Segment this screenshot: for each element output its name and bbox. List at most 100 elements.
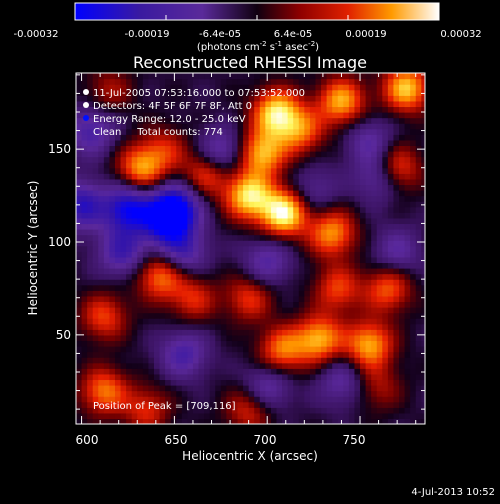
heatmap-cell [304, 318, 311, 325]
heatmap-cell [165, 334, 172, 342]
heatmap-cell [304, 100, 311, 108]
heatmap-cell [231, 323, 239, 330]
heatmap-cell [337, 262, 344, 269]
heatmap-cell [248, 256, 255, 264]
heatmap-cell [176, 212, 183, 219]
heatmap-cell [399, 217, 406, 225]
heatmap-cell [265, 407, 272, 414]
heatmap-cell [282, 106, 289, 113]
heatmap-cell [109, 312, 116, 319]
heatmap-cell [181, 195, 188, 202]
heatmap-cell [98, 145, 105, 152]
heatmap-cell [410, 190, 417, 197]
heatmap-cell [293, 167, 300, 174]
heatmap-cell [404, 340, 411, 347]
heatmap-cell [237, 139, 244, 147]
heatmap-cell [170, 262, 177, 269]
heatmap-cell [198, 162, 205, 169]
heatmap-cell [226, 290, 233, 297]
heatmap-cell [220, 295, 227, 303]
y-axis-title: Heliocentric Y (arcsec) [26, 181, 40, 316]
heatmap-cell [153, 245, 161, 252]
heatmap-cell [165, 323, 172, 330]
heatmap-cell [170, 73, 177, 80]
heatmap-cell [354, 173, 361, 180]
heatmap-cell [226, 201, 233, 208]
heatmap-cell [304, 184, 311, 191]
heatmap-cell [293, 128, 300, 135]
heatmap-cell [137, 279, 144, 286]
heatmap-cell [287, 346, 294, 353]
heatmap-cell [226, 240, 233, 247]
heatmap-cell [315, 251, 322, 258]
heatmap-cell [109, 301, 116, 308]
heatmap-cell [137, 139, 144, 147]
heatmap-cell [153, 290, 161, 297]
heatmap-cell [165, 268, 172, 275]
heatmap-cell [326, 390, 333, 397]
heatmap-cell [337, 84, 344, 91]
heatmap-cell [259, 89, 266, 96]
heatmap-cell [231, 290, 239, 297]
heatmap-cell [237, 351, 244, 358]
heatmap-cell [137, 95, 144, 102]
heatmap-cell [343, 284, 350, 291]
heatmap-cell [165, 184, 172, 191]
heatmap-cell [287, 251, 294, 258]
heatmap-cell [120, 112, 127, 119]
heatmap-cell [365, 195, 372, 202]
heatmap-cell [326, 167, 333, 174]
heatmap-cell [376, 178, 383, 186]
heatmap-cell [142, 346, 149, 353]
heatmap-cell [321, 368, 328, 375]
heatmap-cell [220, 217, 227, 225]
heatmap-cell [410, 251, 417, 258]
heatmap-cell [215, 240, 222, 247]
heatmap-cell [376, 329, 383, 336]
heatmap-cell [176, 167, 183, 174]
heatmap-cell [226, 390, 233, 397]
heatmap-cell [131, 279, 138, 286]
heatmap-cell [354, 240, 361, 247]
heatmap-cell [343, 290, 350, 297]
heatmap-cell [87, 234, 94, 241]
heatmap-cell [187, 78, 194, 85]
heatmap-cell [276, 340, 283, 347]
heatmap-cell [270, 151, 278, 158]
heatmap-cell [387, 89, 395, 96]
heatmap-cell [120, 368, 127, 375]
heatmap-cell [126, 212, 133, 219]
heatmap-cell [326, 284, 333, 291]
heatmap-cell [282, 240, 289, 247]
heatmap-cell [365, 178, 372, 186]
heatmap-cell [326, 407, 333, 414]
heatmap-cell [393, 145, 400, 152]
heatmap-cell [159, 195, 166, 202]
heatmap-cell [321, 217, 328, 225]
heatmap-cell [198, 262, 205, 269]
heatmap-cell [231, 268, 239, 275]
heatmap-cell [309, 262, 317, 269]
heatmap-cell [76, 379, 83, 386]
heatmap-cell [321, 307, 328, 314]
heatmap-cell [87, 84, 94, 91]
heatmap-cell [348, 334, 356, 342]
heatmap-cell [209, 346, 216, 353]
heatmap-cell [248, 312, 255, 319]
heatmap-cell [270, 334, 278, 342]
heatmap-cell [393, 323, 400, 330]
heatmap-cell [348, 362, 356, 369]
heatmap-cell [282, 357, 289, 364]
axis-ticks [76, 73, 425, 424]
heatmap-cell [254, 100, 261, 108]
heatmap-cell [92, 262, 99, 269]
heatmap-cell [226, 73, 233, 80]
heatmap-cell [148, 307, 155, 314]
heatmap-cell [365, 385, 372, 392]
heatmap-cell [181, 78, 188, 85]
heatmap-cell [337, 145, 344, 152]
heatmap-cell [209, 329, 216, 336]
heatmap-cell [304, 162, 311, 169]
heatmap-cell [170, 385, 177, 392]
heatmap-cell [209, 273, 216, 280]
